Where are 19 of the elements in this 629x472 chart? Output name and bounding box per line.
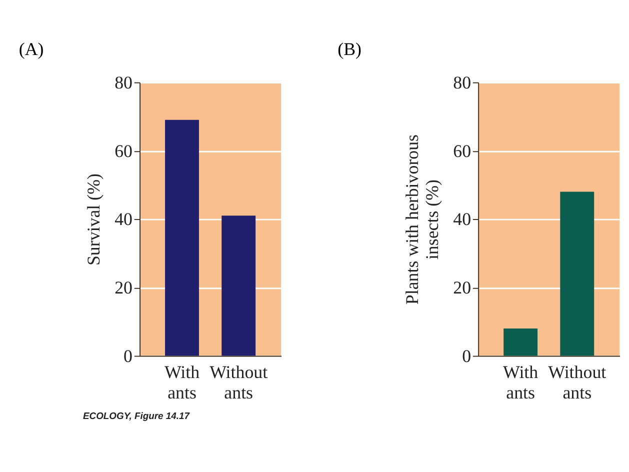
x-tick-label: With ants [503, 362, 538, 403]
x-tick-label: With ants [164, 362, 200, 403]
y-axis-title: Survival (%) [83, 173, 104, 266]
x-tick-label: Without ants [548, 362, 606, 403]
x-tick-label: Without ants [210, 362, 268, 403]
y-tick-label: 40 [453, 209, 472, 230]
y-tick-label: 0 [462, 346, 472, 366]
y-tick-label: 20 [453, 278, 472, 298]
y-tick-label: 40 [114, 209, 133, 230]
y-tick-label: 20 [114, 278, 133, 298]
y-tick-label: 80 [453, 72, 472, 92]
text: ECOLOGY, Figure 14.17 [82, 410, 190, 421]
chart-title: (B) [338, 38, 362, 59]
y-tick-label: 0 [124, 346, 133, 366]
y-tick-label: 80 [114, 72, 133, 92]
y-tick-label: 60 [114, 140, 133, 161]
chart-title: (A) [18, 38, 44, 59]
y-axis-title: Plants with herbivorous insects (%) [402, 134, 442, 305]
y-tick-label: 60 [453, 140, 472, 161]
